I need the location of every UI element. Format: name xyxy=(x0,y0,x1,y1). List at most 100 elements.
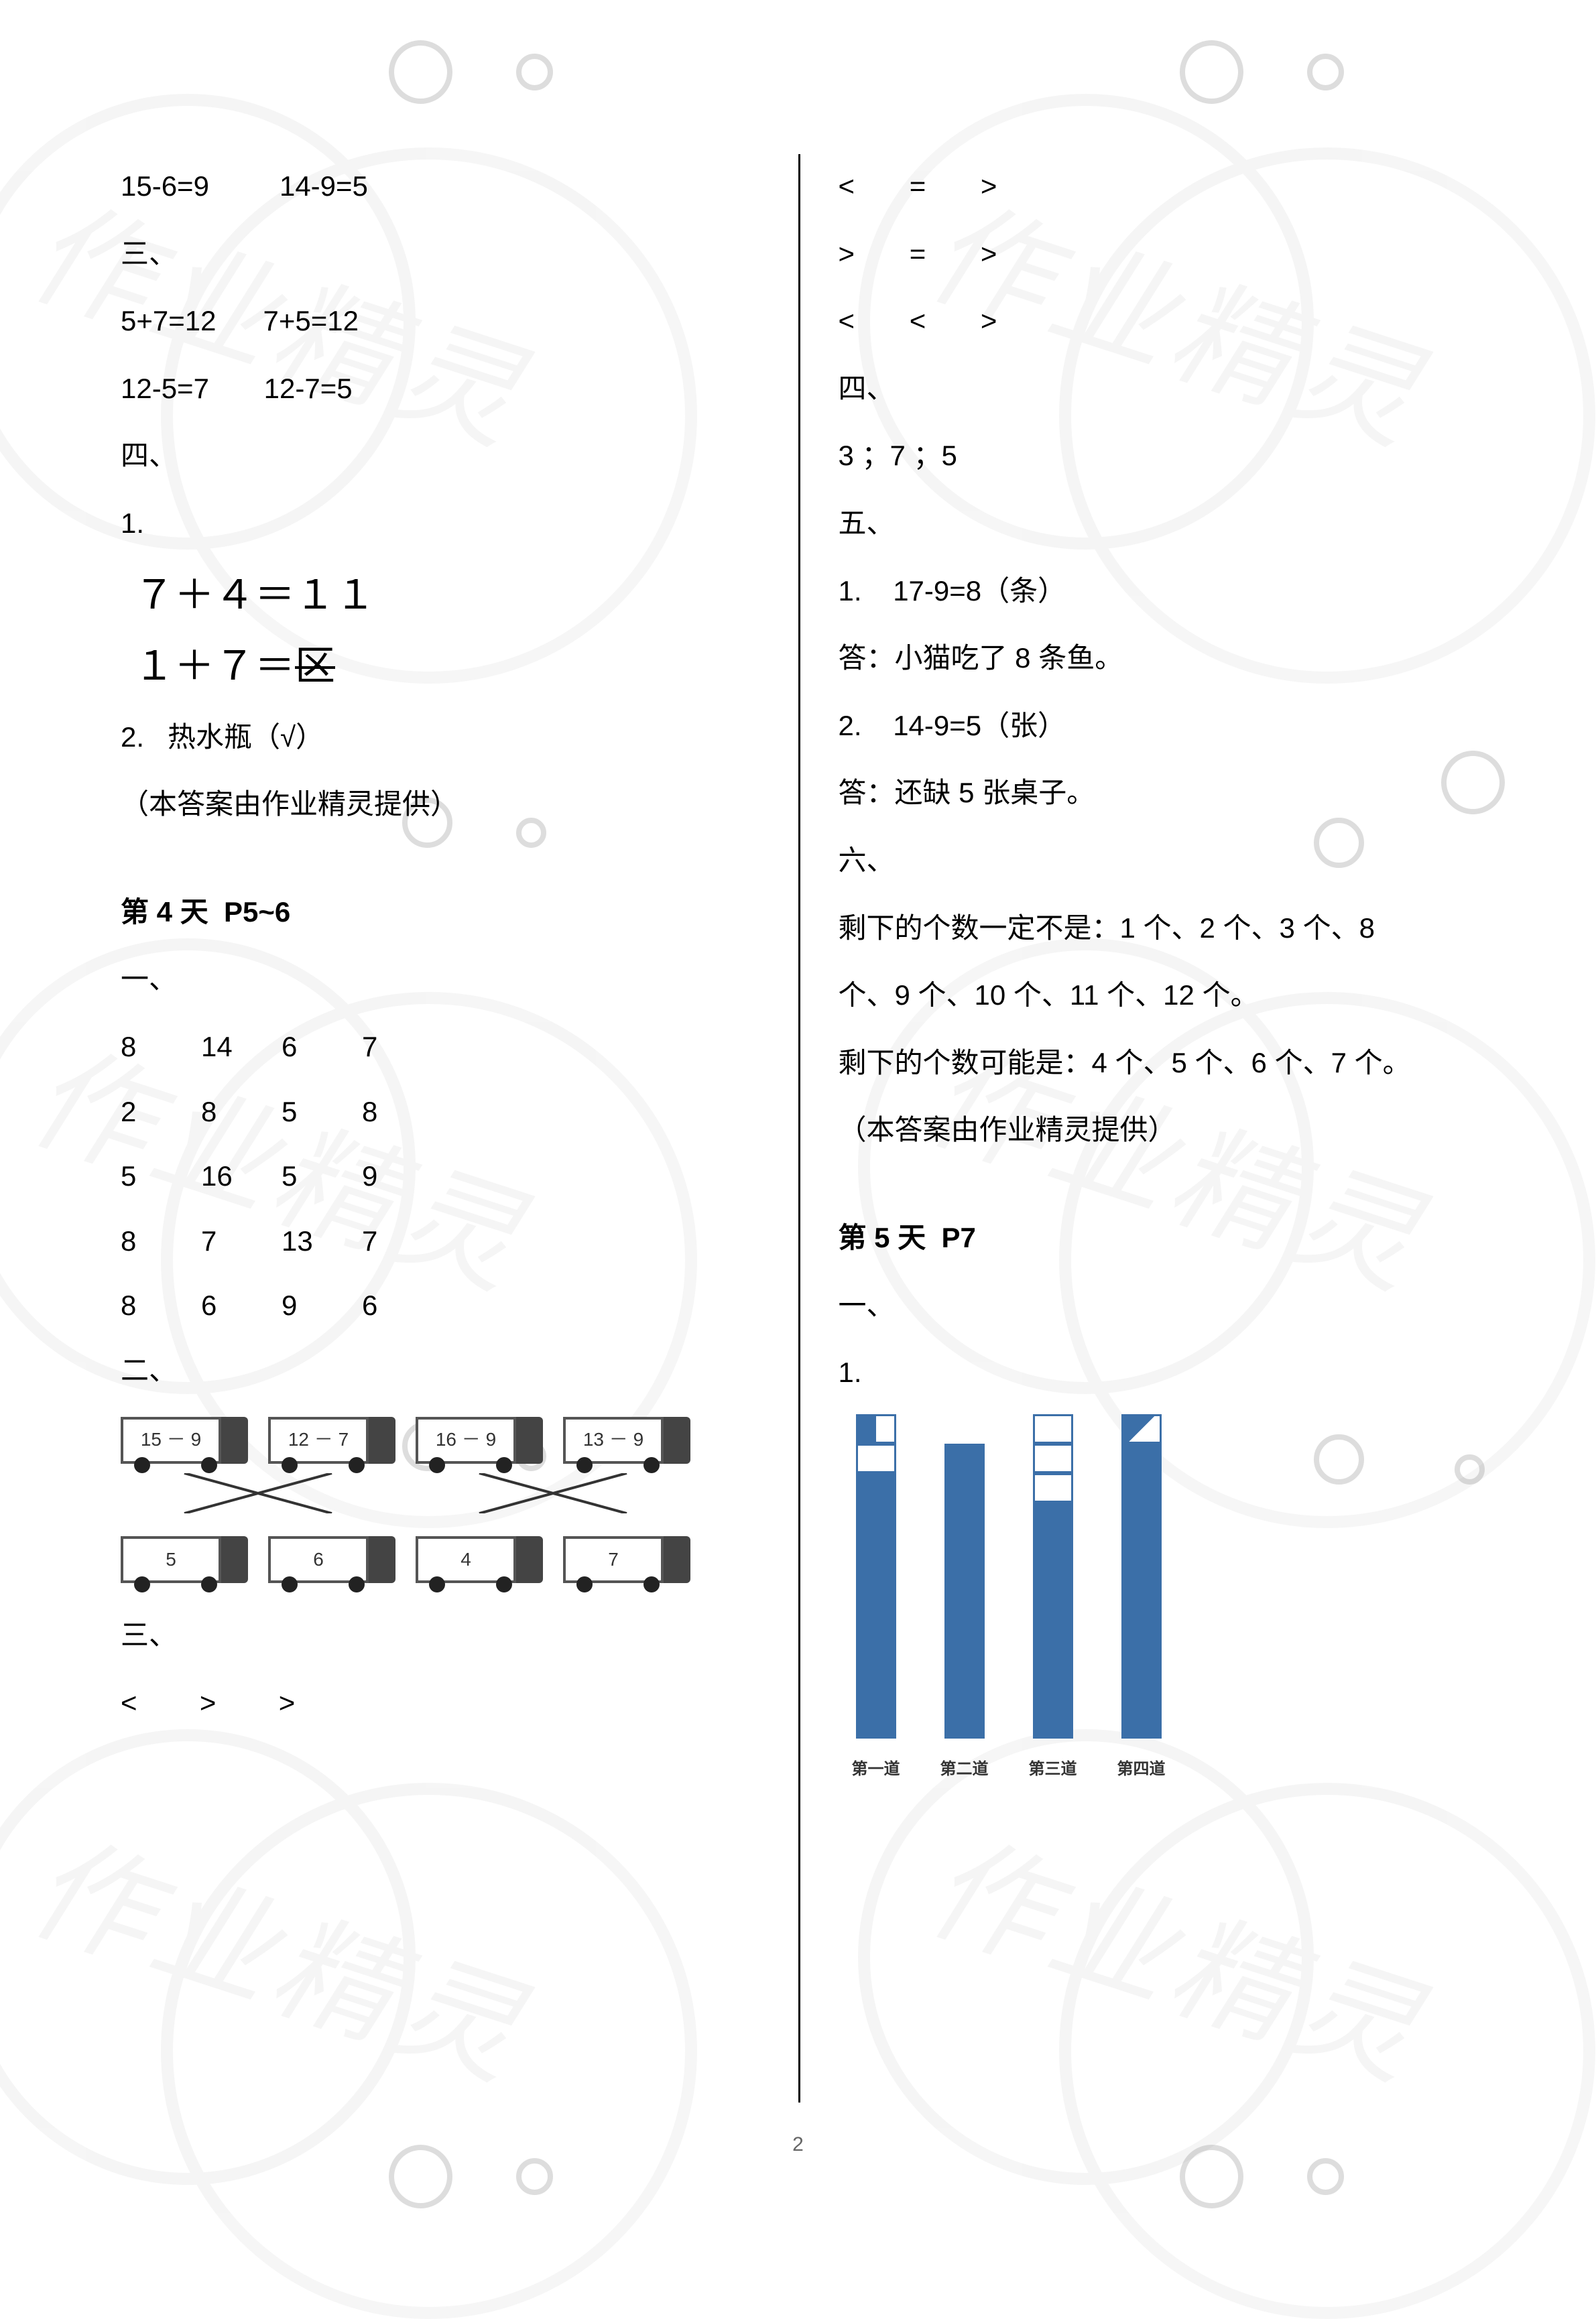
table-cell: 2 xyxy=(121,1080,201,1145)
table-cell: 5 xyxy=(282,1080,362,1145)
matching-lines xyxy=(121,1473,724,1513)
bar-cell xyxy=(944,1444,985,1473)
bar-cell xyxy=(1121,1591,1162,1621)
truck-icon: 6 xyxy=(268,1536,395,1583)
item-number: 1. xyxy=(121,491,758,556)
bar-cell xyxy=(856,1444,896,1473)
truck-cab-icon xyxy=(369,1417,395,1464)
answer-line: 答：还缺 5 张桌子。 xyxy=(839,761,1476,826)
bar-column: 第一道 xyxy=(852,1414,900,1788)
table-cell: 9 xyxy=(282,1273,362,1338)
bar-cell xyxy=(1121,1444,1162,1473)
bar-cell xyxy=(1033,1444,1073,1473)
handwritten-equation: １＋７＝区 xyxy=(134,634,758,698)
bar-cell xyxy=(944,1621,985,1650)
table-cell: 14 xyxy=(201,1015,282,1080)
text-line: 1. 17-9=8（条） xyxy=(839,559,1476,624)
section-heading: 三、 xyxy=(121,1603,758,1668)
right-column: < = > > = > < < > 四、 3 ；7 ；5 五、 1. 17-9=… xyxy=(798,154,1516,2176)
truck-cab-icon xyxy=(369,1536,395,1583)
truck-cab-icon xyxy=(516,1417,543,1464)
answer-line: 答：小猫吃了 8 条鱼。 xyxy=(839,626,1476,691)
left-column: 15-6=9 14-9=5 三、 5+7=12 7+5=12 12-5=7 12… xyxy=(80,154,798,2176)
text-line: 剩下的个数可能是：4 个、5 个、6 个、7 个。 xyxy=(839,1031,1476,1096)
page: 15-6=9 14-9=5 三、 5+7=12 7+5=12 12-5=7 12… xyxy=(0,0,1596,2257)
table-cell: 6 xyxy=(282,1015,362,1080)
bar-label: 第一道 xyxy=(852,1751,900,1788)
bar-cell xyxy=(1033,1503,1073,1532)
bar-cell xyxy=(1033,1680,1073,1709)
section-heading: 三、 xyxy=(121,222,758,287)
bar-cell xyxy=(1033,1562,1073,1591)
table-cell: 7 xyxy=(362,1015,442,1080)
number-table: 81467285851659871378696 xyxy=(121,1015,758,1338)
bar-cell xyxy=(1121,1562,1162,1591)
text-line: 剩下的个数一定不是：1 个、2 个、3 个、8 xyxy=(839,896,1476,961)
truck-icon: 15 － 9 xyxy=(121,1417,248,1464)
handwritten-equation: ７＋４＝１１ xyxy=(134,563,758,627)
bar-cell xyxy=(944,1503,985,1532)
text-line: 3 ；7 ；5 xyxy=(839,424,1476,489)
bar-cell xyxy=(944,1591,985,1621)
bar-cell xyxy=(856,1503,896,1532)
table-cell: 5 xyxy=(121,1144,201,1209)
table-cell: 8 xyxy=(121,1209,201,1274)
table-cell: 13 xyxy=(282,1209,362,1274)
truck-label: 13 － 9 xyxy=(563,1417,664,1464)
bar-cell xyxy=(1033,1650,1073,1680)
bar-cell xyxy=(1033,1621,1073,1650)
bar-cell xyxy=(1033,1473,1073,1503)
table-cell: 16 xyxy=(201,1144,282,1209)
bar-chart: 第一道 第二道第三道 第四道 xyxy=(852,1426,1476,1788)
bar-cell xyxy=(1121,1621,1162,1650)
truck-row-top: 15 － 9 12 － 7 16 － 9 13 － 9 xyxy=(121,1417,758,1464)
bar-cell xyxy=(944,1532,985,1562)
truck-label: 12 － 7 xyxy=(268,1417,369,1464)
hw-strike: 区 xyxy=(295,644,335,688)
section-heading: 五、 xyxy=(839,491,1476,556)
text-line: 2. 14-9=5（张） xyxy=(839,694,1476,759)
bar-cell xyxy=(856,1473,896,1503)
bar-cell xyxy=(944,1680,985,1709)
bar-cell xyxy=(1033,1591,1073,1621)
truck-cab-icon xyxy=(221,1417,248,1464)
bar-label: 第四道 xyxy=(1117,1751,1166,1788)
bar-cell xyxy=(1033,1532,1073,1562)
comparison-line: < = > xyxy=(839,154,1476,219)
truck-label: 16 － 9 xyxy=(416,1417,516,1464)
bar-cell xyxy=(1121,1473,1162,1503)
table-cell: 8 xyxy=(362,1080,442,1145)
bar-cell xyxy=(1121,1709,1162,1739)
text-line: 12-5=7 12-7=5 xyxy=(121,357,758,422)
day-heading: 第 4 天 P5~6 xyxy=(121,880,758,945)
attribution: （本答案由作业精灵提供） xyxy=(121,772,758,837)
section-heading: 四、 xyxy=(121,424,758,489)
section-heading: 六、 xyxy=(839,828,1476,893)
truck-cab-icon xyxy=(664,1536,690,1583)
bar-cell xyxy=(1121,1680,1162,1709)
bar-column: 第三道 xyxy=(1029,1414,1077,1788)
comparison-line: < < > xyxy=(839,289,1476,354)
bar-cell xyxy=(856,1621,896,1650)
bar-label: 第三道 xyxy=(1029,1751,1077,1788)
table-cell: 5 xyxy=(282,1144,362,1209)
section-heading: 一、 xyxy=(121,947,758,1012)
text-line: 5+7=12 7+5=12 xyxy=(121,289,758,354)
day-heading: 第 5 天 P7 xyxy=(839,1206,1476,1271)
bar-cell xyxy=(1121,1532,1162,1562)
truck-icon: 4 xyxy=(416,1536,543,1583)
section-heading: 一、 xyxy=(839,1273,1476,1338)
bar-column: 第二道 xyxy=(940,1444,989,1788)
table-cell: 7 xyxy=(201,1209,282,1274)
bar-cell xyxy=(856,1709,896,1739)
table-cell: 6 xyxy=(362,1273,442,1338)
truck-row-bottom: 5647 xyxy=(121,1536,758,1583)
bar-cell xyxy=(856,1562,896,1591)
bar-cell xyxy=(944,1473,985,1503)
comparison-line: > = > xyxy=(839,222,1476,287)
truck-icon: 12 － 7 xyxy=(268,1417,395,1464)
bar-cell xyxy=(856,1532,896,1562)
truck-matching-diagram: 15 － 9 12 － 7 16 － 9 13 － 9 5647 xyxy=(121,1417,758,1584)
bar-cell xyxy=(856,1591,896,1621)
table-cell: 7 xyxy=(362,1209,442,1274)
